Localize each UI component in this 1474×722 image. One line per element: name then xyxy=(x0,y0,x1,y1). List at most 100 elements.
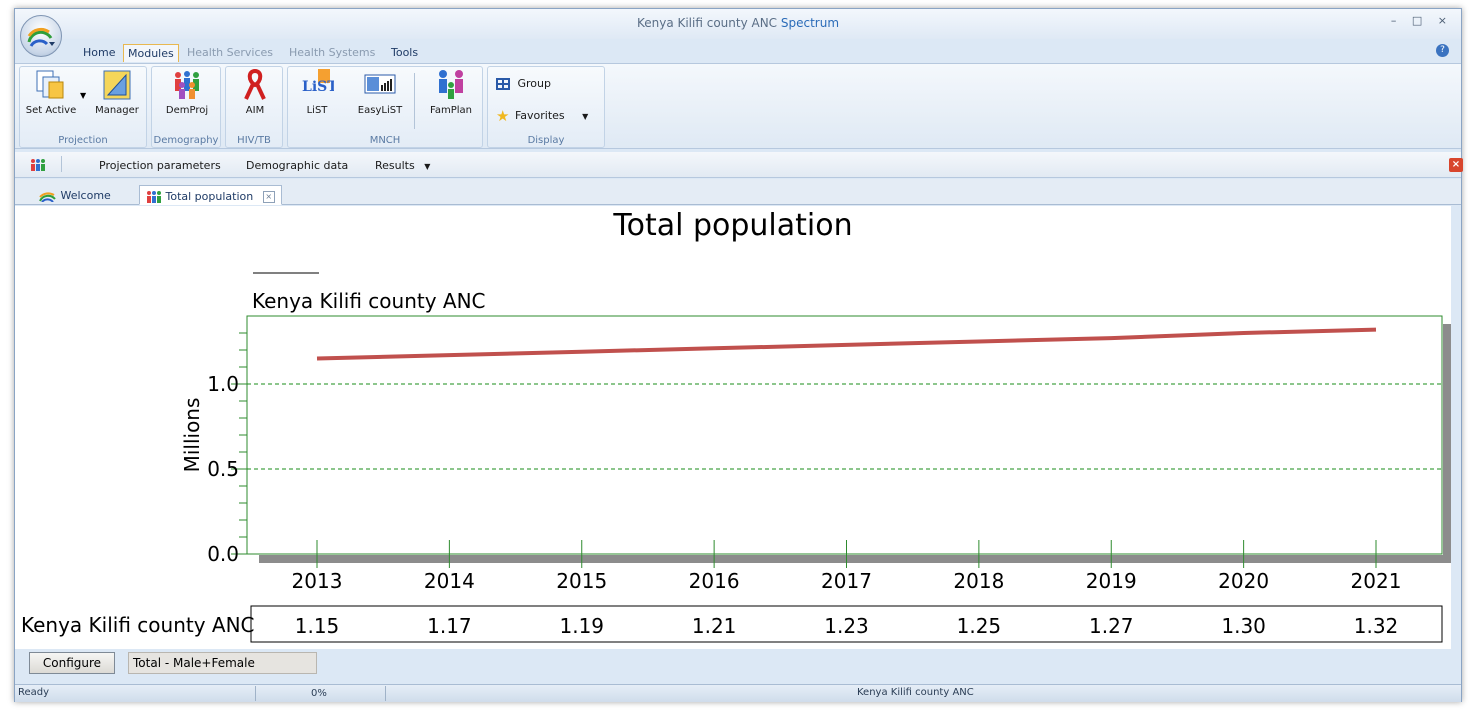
list-label: LiST xyxy=(306,105,328,116)
data-table-cell: 1.30 xyxy=(1221,614,1266,638)
document-tabs: Welcome Total population × xyxy=(15,179,1461,205)
set-active-icon xyxy=(34,69,68,101)
y-tick-label: 0.0 xyxy=(207,542,239,566)
plot-shadow-right xyxy=(1443,324,1451,562)
manager-icon xyxy=(100,69,134,101)
x-tick-label: 2020 xyxy=(1218,569,1269,593)
easylist-button[interactable]: EasyLiST xyxy=(350,69,410,116)
close-module-icon[interactable]: × xyxy=(1449,158,1463,172)
demographic-data-menu[interactable]: Demographic data xyxy=(246,159,349,172)
results-label: Results xyxy=(375,159,415,172)
chart-area: Total population Kenya Kilifi county ANC… xyxy=(15,206,1451,654)
x-tick-label: 2016 xyxy=(689,569,740,593)
set-active-button[interactable]: Set Active xyxy=(22,69,80,116)
help-icon[interactable]: ? xyxy=(1436,44,1449,57)
demproj-small-icon[interactable] xyxy=(29,157,47,176)
data-table-cell: 1.19 xyxy=(559,614,604,638)
set-active-label: Set Active xyxy=(25,105,77,116)
plot-frame xyxy=(246,315,1443,555)
data-table-cell: 1.21 xyxy=(692,614,737,638)
svg-text:LiST: LiST xyxy=(302,79,334,95)
status-separator xyxy=(385,686,386,701)
data-table-frame xyxy=(250,605,1443,643)
application-menu-button[interactable] xyxy=(20,15,62,57)
manager-label: Manager xyxy=(95,105,139,116)
projection-parameters-menu[interactable]: Projection parameters xyxy=(99,159,221,172)
display-selection-field[interactable]: Total - Male+Female xyxy=(128,652,317,674)
status-separator xyxy=(255,686,256,701)
data-table-cell: 1.23 xyxy=(824,614,869,638)
spectrum-logo-icon xyxy=(27,27,55,47)
group-display: Group ★ Favorites ▼ Display xyxy=(487,66,605,148)
x-tick-label: 2017 xyxy=(821,569,872,593)
data-table-cell: 1.25 xyxy=(957,614,1002,638)
x-tick-label: 2019 xyxy=(1086,569,1137,593)
tab-health-services[interactable]: Health Services xyxy=(187,46,274,59)
x-tick-label: 2014 xyxy=(424,569,475,593)
data-table-cell: 1.15 xyxy=(295,614,340,638)
data-table-cell: 1.32 xyxy=(1354,614,1399,638)
famplan-button[interactable]: FamPlan xyxy=(422,69,480,116)
module-toolbar: Projection parameters Demographic data R… xyxy=(15,152,1463,178)
easylist-icon xyxy=(363,69,397,101)
plot-shadow-bottom xyxy=(259,555,1451,563)
people-icon xyxy=(170,69,204,101)
data-table-row-label: Kenya Kilifi county ANC xyxy=(21,613,255,637)
people-small-icon xyxy=(147,191,161,203)
series-line xyxy=(316,327,1377,361)
group-hivtb: AIM HIV/TB xyxy=(225,66,283,148)
results-menu[interactable]: Results ▼ xyxy=(375,159,430,172)
grid-icon xyxy=(496,78,510,90)
tab-close-icon[interactable]: × xyxy=(262,191,275,203)
tab-modules[interactable]: Modules xyxy=(123,44,179,62)
window-title: Kenya Kilifi county ANC Spectrum xyxy=(15,16,1461,30)
x-tick-label: 2015 xyxy=(556,569,607,593)
title-bar: Kenya Kilifi county ANC Spectrum – □ × xyxy=(15,9,1461,39)
tab-health-systems[interactable]: Health Systems xyxy=(289,46,376,59)
group-button-label: Group xyxy=(517,77,552,90)
x-tick-label: 2013 xyxy=(292,569,343,593)
set-active-dropdown-icon[interactable]: ▼ xyxy=(80,91,87,100)
data-table-cell: 1.17 xyxy=(427,614,472,638)
window-title-main: Kenya Kilifi county ANC xyxy=(636,16,778,30)
group-demography: DemProj Demography xyxy=(151,66,221,148)
group-projection: Set Active ▼ Manager Projection xyxy=(19,66,147,148)
configure-button[interactable]: Configure xyxy=(29,652,115,674)
list-button[interactable]: LiST LiST xyxy=(292,69,342,116)
red-ribbon-icon xyxy=(238,68,272,101)
aim-button[interactable]: AIM xyxy=(230,68,280,116)
ribbon: Set Active ▼ Manager Projection DemProj … xyxy=(15,63,1461,149)
favorites-label: Favorites xyxy=(514,109,565,122)
star-icon: ★ xyxy=(496,107,510,125)
tab-welcome-label: Welcome xyxy=(60,189,111,202)
demproj-button[interactable]: DemProj xyxy=(156,69,218,116)
tab-tools[interactable]: Tools xyxy=(391,46,419,59)
list-logo-icon: LiST xyxy=(300,69,338,101)
easylist-label: EasyLiST xyxy=(357,105,403,116)
results-dropdown-icon: ▼ xyxy=(424,162,431,171)
group-label-projection: Projection xyxy=(58,135,108,146)
group-button[interactable]: Group xyxy=(496,77,551,90)
ribbon-tab-strip: Home Modules Health Services Health Syst… xyxy=(15,41,1461,63)
favorites-button[interactable]: ★ Favorites ▼ xyxy=(496,107,588,125)
y-tick-label: 1.0 xyxy=(207,372,239,396)
tab-total-population-label: Total population xyxy=(165,190,254,203)
status-bar: Ready 0% Kenya Kilifi county ANC xyxy=(15,684,1461,702)
data-table-cell: 1.27 xyxy=(1089,614,1134,638)
window-controls[interactable]: – □ × xyxy=(1390,14,1453,27)
tab-home[interactable]: Home xyxy=(83,46,116,59)
group-mnch: LiST LiST EasyLiST FamPlan MNCH xyxy=(287,66,483,148)
family-icon xyxy=(434,69,468,101)
famplan-label: FamPlan xyxy=(430,105,472,116)
x-tick-label: 2021 xyxy=(1351,569,1402,593)
status-projection-name: Kenya Kilifi county ANC xyxy=(857,687,974,698)
spectrum-small-icon xyxy=(39,192,56,203)
tab-welcome[interactable]: Welcome xyxy=(33,185,117,205)
group-label-demography: Demography xyxy=(153,135,219,146)
y-axis-label: Millions xyxy=(180,398,204,473)
favorites-dropdown-icon[interactable]: ▼ xyxy=(582,112,589,121)
x-tick-label: 2018 xyxy=(953,569,1004,593)
chart-subtitle: Kenya Kilifi county ANC xyxy=(252,289,486,313)
manager-button[interactable]: Manager xyxy=(90,69,144,116)
tab-total-population[interactable]: Total population × xyxy=(139,185,282,205)
